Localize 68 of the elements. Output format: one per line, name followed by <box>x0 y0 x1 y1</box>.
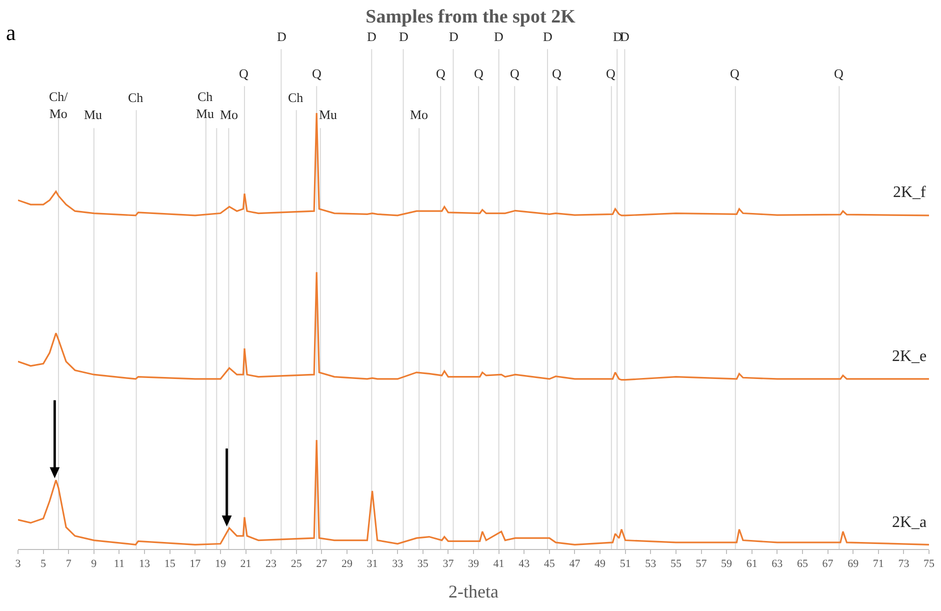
x-tick-label: 7 <box>66 558 72 570</box>
x-tick-label: 67 <box>822 558 834 570</box>
x-tick-label: 13 <box>139 558 151 570</box>
x-tick-label: 21 <box>240 558 252 570</box>
x-tick-label: 57 <box>696 558 708 570</box>
x-tick-label: 73 <box>898 558 910 570</box>
x-tick-label: 63 <box>772 558 784 570</box>
series-label: 2K_e <box>892 348 927 365</box>
x-tick-label: 75 <box>924 558 935 570</box>
ref-line-label: Mo <box>220 107 238 122</box>
x-tick-label: 25 <box>290 558 302 570</box>
text: a <box>6 20 16 45</box>
ref-line-label: Ch <box>128 90 144 105</box>
ref-line-label: D <box>277 29 286 44</box>
ref-line-label: Q <box>834 66 844 81</box>
ref-line-label: Ch/ Mo <box>49 89 68 121</box>
x-tick-label: 39 <box>468 558 480 570</box>
x-tick-label: 35 <box>417 558 429 570</box>
x-tick-label: 53 <box>645 558 657 570</box>
x-tick-label: 41 <box>493 558 504 570</box>
series-label: 2K_a <box>892 514 927 531</box>
x-tick-label: 59 <box>721 558 733 570</box>
x-tick-label: 45 <box>544 558 556 570</box>
x-tick-label: 61 <box>746 558 758 570</box>
x-tick-label: 11 <box>114 558 125 570</box>
ref-line-label: Q <box>436 66 446 81</box>
x-tick-label: 65 <box>796 558 808 570</box>
ref-line-label: Ch <box>288 90 304 105</box>
x-tick-label: 47 <box>569 558 581 570</box>
ref-line-label: D <box>494 29 504 44</box>
chart-title: Samples from the spot 2K <box>366 6 576 28</box>
ref-line-label: Q <box>510 66 520 81</box>
x-tick-label: 71 <box>872 558 884 570</box>
ref-line-label: D <box>449 29 458 44</box>
x-tick-label: 17 <box>190 558 202 570</box>
ref-line-label: D <box>620 29 630 44</box>
x-tick-label: 37 <box>442 558 454 570</box>
x-tick-label: 19 <box>214 558 226 570</box>
ref-line-label: Mu <box>319 107 338 122</box>
x-tick-label: 51 <box>620 558 631 570</box>
series-label: 2K_f <box>893 184 927 201</box>
ref-line-label: Mo <box>410 107 428 122</box>
ref-line-label: Q <box>606 66 616 81</box>
x-tick-label: 31 <box>366 558 378 570</box>
ref-line-label: Mu <box>84 107 103 122</box>
ref-line-label: D <box>399 29 408 44</box>
x-tick-label: 43 <box>518 558 530 570</box>
x-tick-label: 29 <box>341 558 353 570</box>
x-tick-label: 69 <box>848 558 860 570</box>
ref-line-label: D <box>367 29 376 44</box>
x-tick-label: 9 <box>91 558 98 570</box>
ref-line-label: Ch Mu <box>196 89 215 121</box>
x-tick-label: 15 <box>164 558 176 570</box>
ref-line-label: Q <box>552 66 562 81</box>
ref-line-label: Q <box>312 66 322 81</box>
ref-line-label: Q <box>239 66 249 81</box>
x-tick-label: 3 <box>15 558 22 570</box>
ref-line-label: D <box>613 29 622 44</box>
x-tick-label: 55 <box>670 558 682 570</box>
x-tick-label: 27 <box>316 558 328 570</box>
x-tick-label: 49 <box>594 558 606 570</box>
x-tick-label: 33 <box>392 558 404 570</box>
x-tick-label: 23 <box>266 558 278 570</box>
x-tick-label: 5 <box>40 558 47 570</box>
ref-line-label: D <box>543 29 552 44</box>
x-axis-title: 2-theta <box>448 581 498 602</box>
ref-line-label: Q <box>730 66 740 81</box>
ref-line-label: Q <box>474 66 484 81</box>
